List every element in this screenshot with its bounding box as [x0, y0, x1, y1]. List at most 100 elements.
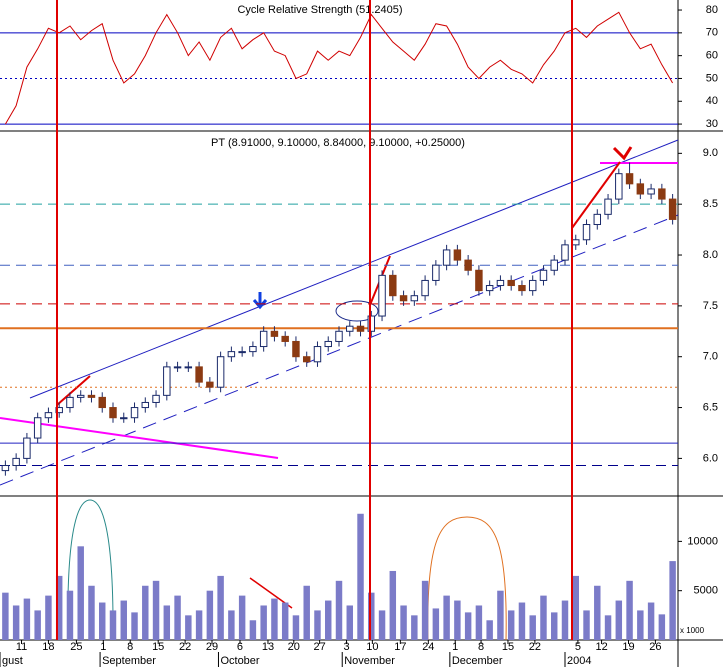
- volume-bar: [389, 570, 397, 640]
- candle-body: [539, 269, 548, 281]
- candle-body: [668, 198, 677, 220]
- candle-body: [335, 330, 343, 342]
- x-tick-label: 1: [452, 641, 458, 653]
- x-tick-label: 6: [237, 641, 243, 653]
- volume-bar: [34, 610, 41, 640]
- candle-body: [464, 259, 472, 271]
- volume-bar: [604, 615, 612, 640]
- candle-body: [496, 279, 505, 287]
- volume-bar: [647, 602, 655, 640]
- volume-bar: [626, 580, 633, 640]
- y-tick-label: 60: [706, 50, 718, 62]
- volume-bar: [249, 620, 257, 640]
- highlight-ellipse: [335, 300, 379, 322]
- x-tick-label: 22: [529, 641, 541, 653]
- x-tick-label: 15: [152, 641, 164, 653]
- volume-bar: [346, 605, 353, 640]
- candle-body: [561, 244, 569, 261]
- volume-bar: [152, 580, 160, 640]
- volume-bar: [23, 598, 31, 640]
- month-label: December: [452, 655, 503, 667]
- candle-body: [66, 396, 74, 409]
- month-label: gust: [2, 655, 23, 667]
- y-tick-label: 50: [706, 72, 718, 84]
- candle-body: [270, 330, 279, 337]
- x-tick-label: 8: [478, 641, 484, 653]
- volume-bar: [378, 610, 386, 640]
- y-tick-label: 8.0: [703, 249, 718, 261]
- candle-body: [23, 437, 31, 459]
- volume-bar: [540, 595, 547, 640]
- x-tick-label: 11: [16, 641, 27, 653]
- y-tick-label: 8.5: [703, 198, 718, 210]
- volume-bar: [583, 610, 590, 640]
- candle-body: [1, 465, 10, 472]
- verticals: [56, 0, 573, 640]
- x-tick-label: 15: [502, 641, 514, 653]
- volume-bar: [77, 546, 84, 640]
- indicator-title: Cycle Relative Strength (51.2405): [237, 4, 402, 16]
- y-tick-label: 5000: [694, 585, 718, 597]
- volume-bar: [529, 615, 536, 640]
- month-label: November: [344, 655, 395, 667]
- indicator-line: [4, 11, 674, 125]
- y-tick-label: 9.0: [703, 147, 718, 159]
- candle-body: [582, 224, 591, 241]
- candle-body: [356, 325, 365, 332]
- candle-body: [292, 340, 300, 358]
- x-tick-label: 29: [206, 641, 218, 653]
- move-arrow: [56, 375, 91, 406]
- candle-body: [259, 330, 268, 348]
- candle-body: [55, 407, 63, 414]
- volume-bar: [454, 600, 461, 640]
- candle-body: [195, 366, 203, 383]
- candle-body: [421, 279, 429, 297]
- price-title: PT (8.91000, 9.10000, 8.84000, 9.10000, …: [211, 137, 465, 149]
- volume-bar: [357, 513, 364, 640]
- candle-body: [528, 279, 537, 292]
- candle-body: [485, 285, 494, 292]
- candle-body: [206, 381, 214, 388]
- y-tick-label: 6.5: [703, 401, 718, 413]
- candle-body: [593, 213, 602, 226]
- candle-body: [44, 412, 53, 419]
- volume-bar: [281, 602, 289, 640]
- candle-body: [76, 394, 85, 398]
- candle-body: [87, 394, 96, 398]
- volume-bar: [185, 615, 192, 640]
- volume-bar: [206, 590, 214, 640]
- candle-body: [572, 239, 580, 246]
- volume-bar: [314, 610, 321, 640]
- volume-bar: [507, 610, 515, 640]
- volume-bar: [637, 610, 644, 640]
- candle-body: [227, 351, 236, 358]
- candle-body: [120, 417, 128, 420]
- candle-body: [173, 366, 182, 369]
- candle-body: [313, 346, 322, 363]
- candle-body: [346, 325, 354, 332]
- candle-body: [324, 340, 332, 348]
- candle-body: [238, 351, 246, 354]
- candle-body: [399, 295, 408, 302]
- candle-body: [389, 274, 397, 297]
- volume-bar: [669, 561, 676, 640]
- y-tick-label: 80: [706, 4, 718, 16]
- x-tick-label: 1: [100, 641, 106, 653]
- volume-bar: [260, 605, 267, 640]
- x-tick-label: 19: [622, 641, 634, 653]
- trend-line: [0, 417, 279, 459]
- volume-bar: [421, 580, 429, 640]
- volume-bar: [88, 585, 95, 640]
- x-tick-label: 5: [575, 641, 581, 653]
- candle-body: [518, 285, 526, 292]
- x-tick-label: 20: [288, 641, 300, 653]
- candle-body: [130, 407, 139, 419]
- candle-body: [141, 401, 150, 409]
- candle-body: [475, 269, 483, 292]
- y-tick-label: 6.0: [703, 452, 718, 464]
- volume-bar: [594, 585, 601, 640]
- candle-body: [625, 173, 634, 185]
- volume-bar: [55, 575, 63, 640]
- x-tick-label: 3: [343, 641, 349, 653]
